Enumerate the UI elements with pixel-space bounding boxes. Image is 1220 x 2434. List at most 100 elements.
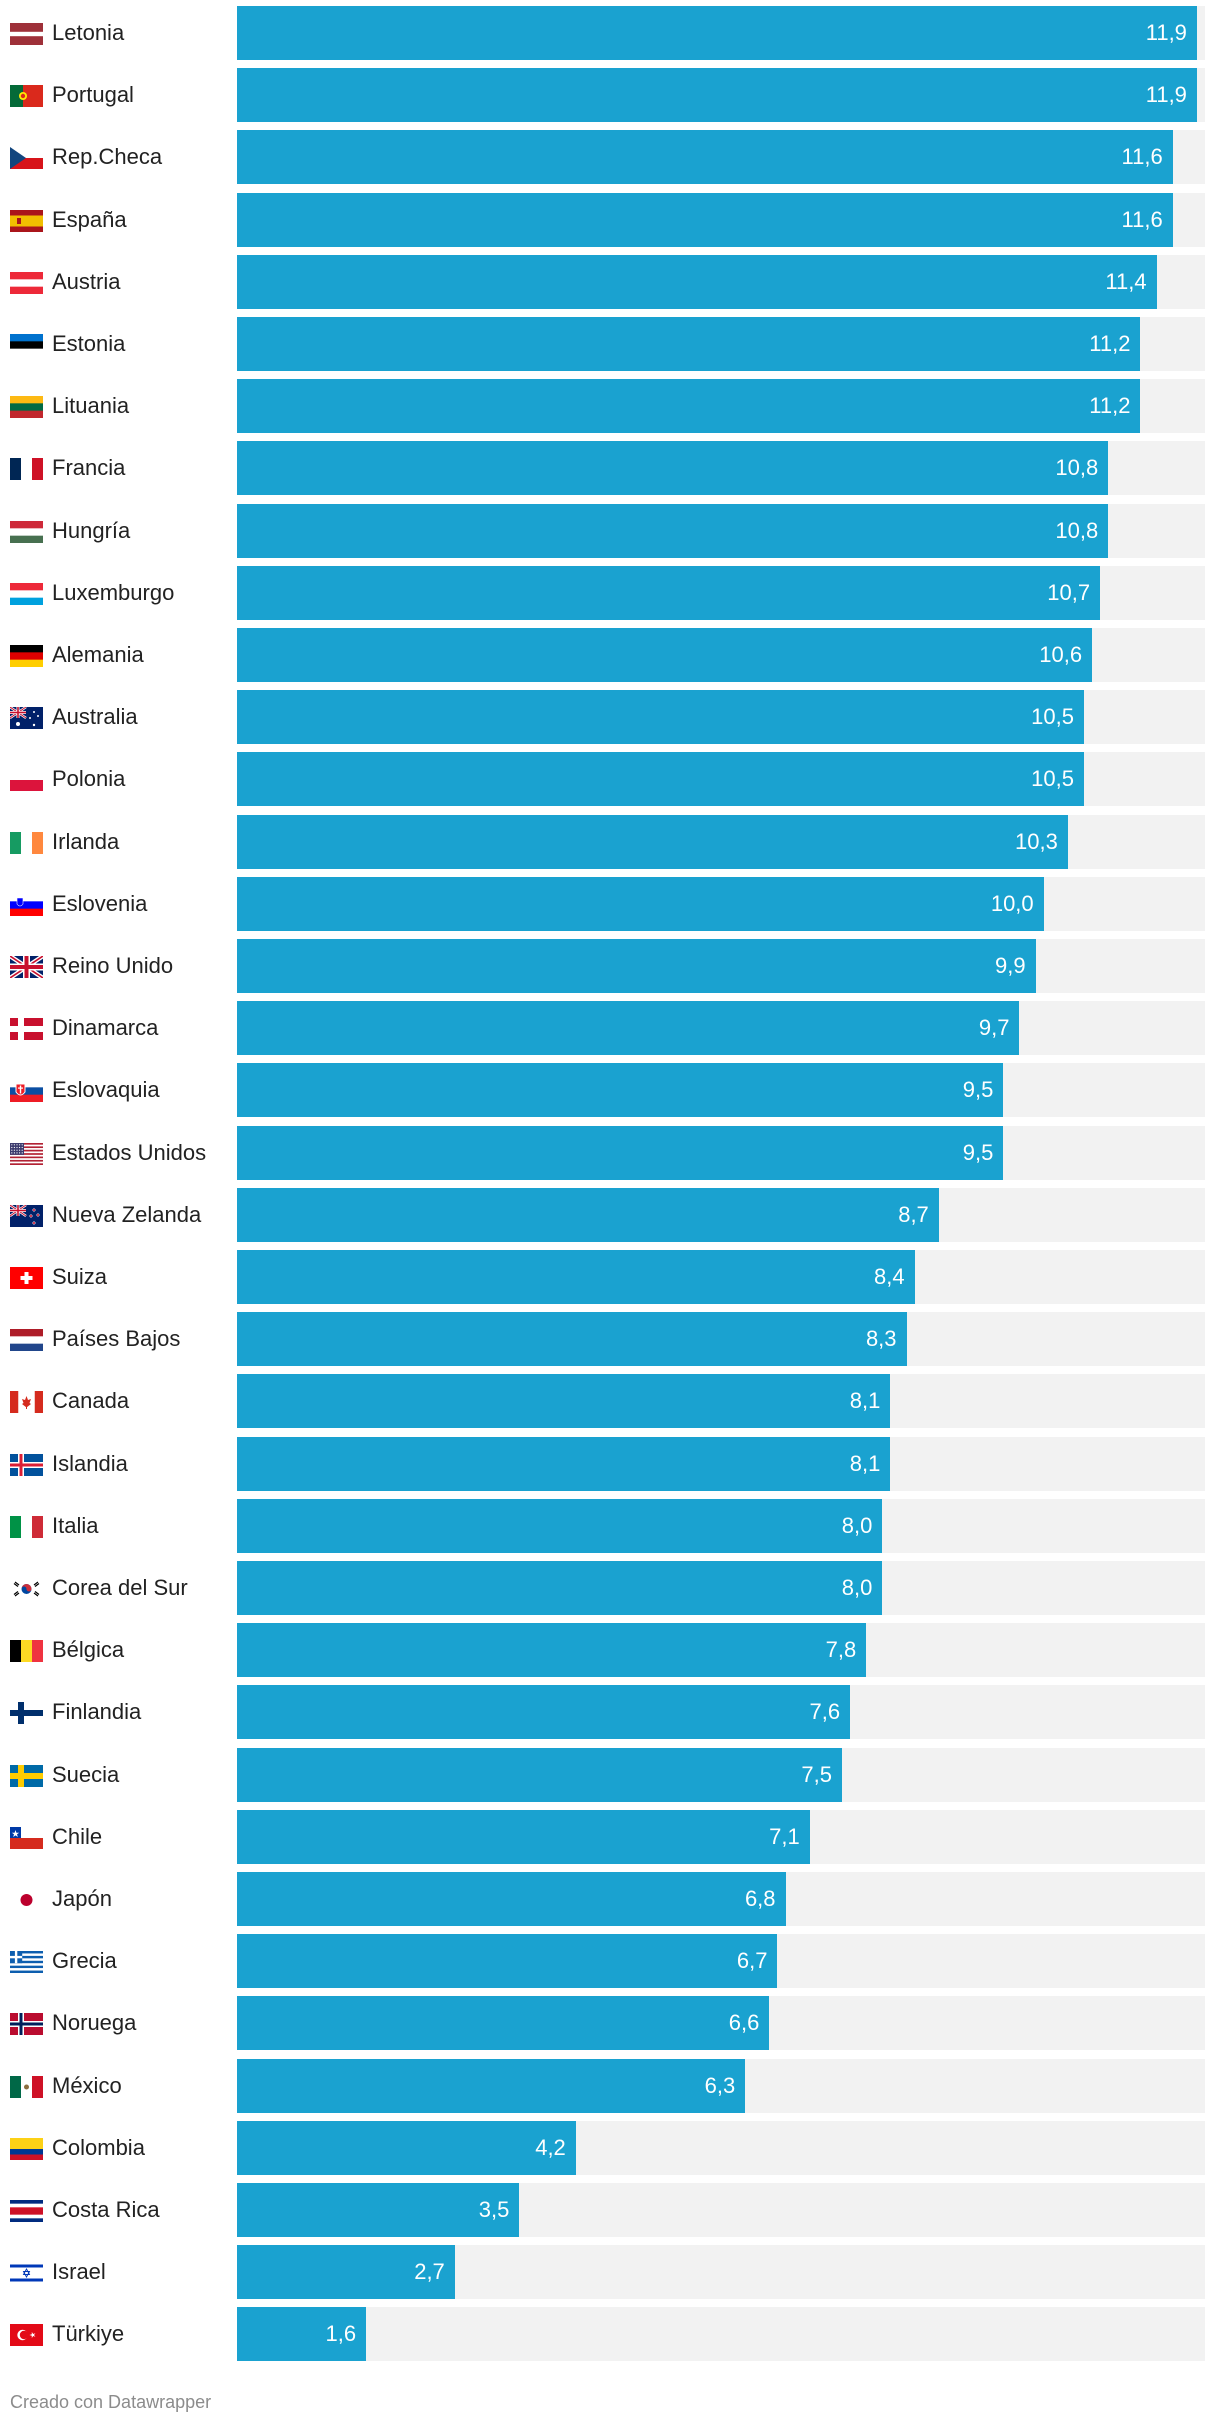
flag-pt-icon	[10, 85, 43, 108]
value-label: 6,7	[736, 1948, 768, 1974]
value-label: 11,4	[1105, 268, 1147, 294]
bar-track: 9,5	[237, 1125, 1205, 1180]
bar-row: Eslovenia 10,0	[0, 876, 1220, 931]
value-label: 8,1	[849, 1388, 881, 1414]
bar: 10,0	[237, 876, 1044, 931]
category-label: Hungría	[52, 517, 131, 543]
flag-us-icon	[10, 1142, 43, 1165]
flag-be-icon	[10, 1640, 43, 1663]
category-label: Nueva Zelanda	[52, 1201, 202, 1227]
bar: 7,5	[237, 1747, 842, 1802]
category-label: Islandia	[52, 1450, 128, 1476]
bar-track: 10,0	[237, 876, 1205, 931]
flag-sk-icon	[10, 1080, 43, 1103]
bar-row: Austria 11,4	[0, 254, 1220, 309]
bar: 8,0	[237, 1498, 883, 1553]
bar-track: 6,3	[237, 2058, 1205, 2113]
bar-track: 6,6	[237, 1996, 1205, 2051]
bar: 9,5	[237, 1063, 1004, 1118]
category-label: Japón	[52, 1886, 112, 1911]
category-label: Türkiye	[52, 2321, 125, 2347]
bar-row: Lituania 11,2	[0, 379, 1220, 434]
flag-si-icon	[10, 893, 43, 916]
value-label: 8,0	[841, 1512, 873, 1538]
bar: 8,1	[237, 1374, 891, 1429]
bar-row: Finlandia 7,6	[0, 1685, 1220, 1740]
category-label: Eslovaquia	[52, 1077, 160, 1103]
flag-jp-icon	[10, 1889, 43, 1911]
bar-row: Corea del Sur 8,0	[0, 1561, 1220, 1615]
category-label: Lituania	[52, 393, 130, 419]
bar: 11,9	[237, 6, 1197, 60]
bar-row: Estonia 11,2	[0, 317, 1220, 371]
flag-nz-icon	[10, 1204, 43, 1227]
category-label: Noruega	[52, 2010, 137, 2036]
value-label: 10,0	[990, 890, 1034, 916]
bar: 9,7	[237, 1001, 1020, 1056]
bar-track: 6,8	[237, 1872, 1205, 1926]
value-label: 11,2	[1089, 331, 1131, 356]
flag-mx-icon	[10, 2075, 43, 2098]
category-label: Rep.Checa	[52, 144, 163, 170]
bar-row: Chile 7,1	[0, 1809, 1220, 1864]
bar: 10,3	[237, 814, 1068, 869]
flag-il-icon	[10, 2262, 43, 2285]
bar: 11,4	[237, 254, 1157, 309]
bar: 11,2	[237, 317, 1141, 371]
flag-es-icon	[10, 209, 43, 232]
category-label: Francia	[52, 455, 126, 481]
value-label: 7,6	[809, 1699, 841, 1725]
bar-row: Costa Rica 3,5	[0, 2183, 1220, 2237]
flag-ca-icon	[10, 1391, 43, 1414]
bar-track: 11,4	[237, 254, 1205, 309]
flag-kr-icon	[10, 1578, 43, 1600]
bar: 11,6	[237, 192, 1173, 247]
value-label: 6,8	[744, 1886, 776, 1911]
category-label: Colombia	[52, 2134, 145, 2160]
bar-track: 11,6	[237, 192, 1205, 247]
bar-row: Alemania 10,6	[0, 628, 1220, 682]
flag-nl-icon	[10, 1329, 43, 1352]
bar-track: 8,3	[237, 1312, 1205, 1367]
value-label: 8,1	[849, 1450, 881, 1476]
value-label: 1,6	[325, 2321, 357, 2347]
flag-it-icon	[10, 1515, 43, 1538]
bar-track: 8,1	[237, 1374, 1205, 1429]
value-label: 6,3	[704, 2072, 736, 2098]
bar-track: 9,5	[237, 1063, 1205, 1118]
value-label: 9,7	[978, 1015, 1010, 1041]
category-label: Dinamarca	[52, 1015, 159, 1041]
flag-au-icon	[10, 707, 43, 730]
flag-fi-icon	[10, 1702, 43, 1725]
flag-hu-icon	[10, 520, 43, 543]
flag-lv-icon	[10, 23, 43, 45]
value-label: 8,0	[841, 1575, 873, 1600]
bar-row: Irlanda 10,3	[0, 814, 1220, 869]
bar: 6,7	[237, 1934, 778, 1989]
bar: 6,3	[237, 2058, 746, 2113]
category-label: México	[52, 2072, 122, 2098]
bar-track: 7,6	[237, 1685, 1205, 1740]
bar-row: Grecia 6,7	[0, 1934, 1220, 1989]
bar: 11,9	[237, 68, 1197, 123]
flag-cz-icon	[10, 147, 43, 170]
bar-track: 10,5	[237, 690, 1205, 745]
value-label: 10,5	[1031, 704, 1074, 730]
bar: 10,5	[237, 690, 1084, 745]
bar: 7,1	[237, 1809, 810, 1864]
bar-row: Türkiye 1,6	[0, 2307, 1220, 2362]
value-label: 11,6	[1121, 144, 1163, 170]
flag-gr-icon	[10, 1951, 43, 1974]
bar-track: 11,9	[237, 6, 1205, 60]
bar-row: Hungría 10,8	[0, 503, 1220, 558]
bar: 10,8	[237, 503, 1109, 558]
category-label: Irlanda	[52, 828, 120, 854]
bar-track: 10,6	[237, 628, 1205, 682]
flag-tr-icon	[10, 2324, 43, 2347]
flag-gb-icon	[10, 956, 43, 978]
bar-row: Colombia 4,2	[0, 2120, 1220, 2175]
flag-de-icon	[10, 645, 43, 667]
flag-cr-icon	[10, 2200, 43, 2222]
category-label: Bélgica	[52, 1637, 125, 1663]
